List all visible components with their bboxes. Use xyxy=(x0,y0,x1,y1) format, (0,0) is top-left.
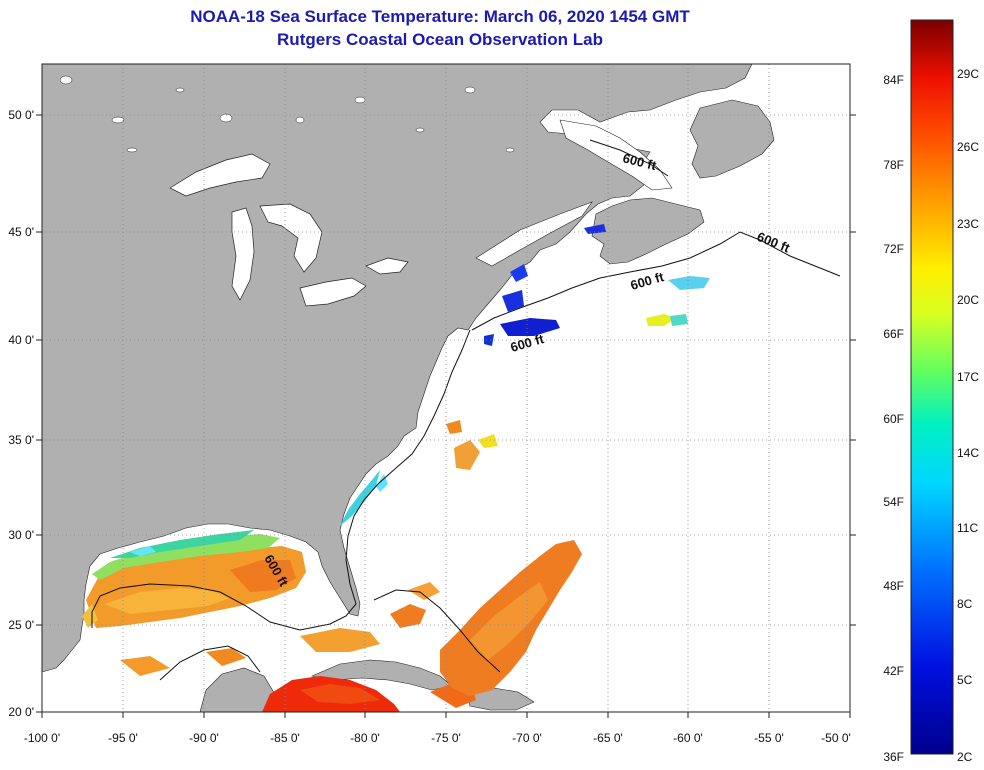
lon-label: -85 0' xyxy=(270,731,300,745)
lat-ticks xyxy=(36,114,856,713)
colorbar-c-label: 29C xyxy=(957,67,979,81)
st-lawrence-water xyxy=(475,119,673,267)
lon-label: -95 0' xyxy=(108,731,138,745)
lat-label: 30 0' xyxy=(8,528,34,542)
sst-caribbean xyxy=(262,676,476,712)
colorbar-c-label: 14C xyxy=(957,446,979,460)
lon-label: -65 0' xyxy=(593,731,623,745)
lat-label: 45 0' xyxy=(8,225,34,239)
lon-label: -70 0' xyxy=(512,731,542,745)
isobath-600ft xyxy=(91,139,841,681)
lon-label: -55 0' xyxy=(754,731,784,745)
sst-carolinas xyxy=(340,420,498,526)
inland-lakes xyxy=(59,75,515,153)
lon-label: -75 0' xyxy=(431,731,461,745)
lat-label: 35 0' xyxy=(8,433,34,447)
lat-label: 50 0' xyxy=(8,108,34,122)
lat-label: 25 0' xyxy=(8,618,34,632)
map-title: NOAA-18 Sea Surface Temperature: March 0… xyxy=(190,7,690,26)
colorbar-c-label: 8C xyxy=(957,597,973,611)
nova-scotia-land xyxy=(591,197,705,265)
lat-labels: 50 0' 45 0' 40 0' 35 0' 30 0' 25 0' 20 0… xyxy=(8,108,34,719)
colorbar-c-label: 26C xyxy=(957,140,979,154)
colorbar-c-label: 2C xyxy=(957,750,973,764)
lat-label: 40 0' xyxy=(8,333,34,347)
colorbar-c-label: 23C xyxy=(957,217,979,231)
colorbar-c-label: 20C xyxy=(957,293,979,307)
colorbar-f-label: 36F xyxy=(883,750,904,764)
colorbar-f-label: 72F xyxy=(883,242,904,256)
great-lakes xyxy=(169,153,409,307)
colorbar-f-label: 48F xyxy=(883,579,904,593)
colorbar-f-label: 78F xyxy=(883,158,904,172)
colorbar-c-label: 5C xyxy=(957,673,973,687)
lon-label: -60 0' xyxy=(673,731,703,745)
lat-label: 20 0' xyxy=(8,705,34,719)
colorbar xyxy=(910,19,954,755)
lon-label: -100 0' xyxy=(24,731,60,745)
colorbar-c-label: 11C xyxy=(957,521,978,535)
lon-labels: -100 0' -95 0' -90 0' -85 0' -80 0' -75 … xyxy=(24,731,851,745)
colorbar-celsius-labels: 29C 26C 23C 20C 17C 14C 11C 8C 5C 2C xyxy=(957,67,979,764)
lon-label: -50 0' xyxy=(821,731,851,745)
colorbar-fahrenheit-labels: 84F 78F 72F 66F 60F 54F 48F 42F 36F xyxy=(883,73,904,764)
map-subtitle: Rutgers Coastal Ocean Observation Lab xyxy=(277,30,603,49)
lon-label: -80 0' xyxy=(350,731,380,745)
colorbar-f-label: 42F xyxy=(883,664,904,678)
hispaniola-land xyxy=(467,687,535,711)
sst-northeast xyxy=(484,224,710,346)
newfoundland-land xyxy=(689,99,775,179)
lon-ticks xyxy=(41,712,851,718)
graticule xyxy=(42,64,850,712)
colorbar-f-label: 66F xyxy=(883,327,904,341)
lon-label: -90 0' xyxy=(189,731,219,745)
colorbar-f-label: 54F xyxy=(883,495,904,509)
colorbar-f-label: 60F xyxy=(883,412,904,426)
sst-atlantic-south xyxy=(390,540,582,696)
colorbar-f-label: 84F xyxy=(883,73,904,87)
colorbar-c-label: 17C xyxy=(957,370,979,384)
